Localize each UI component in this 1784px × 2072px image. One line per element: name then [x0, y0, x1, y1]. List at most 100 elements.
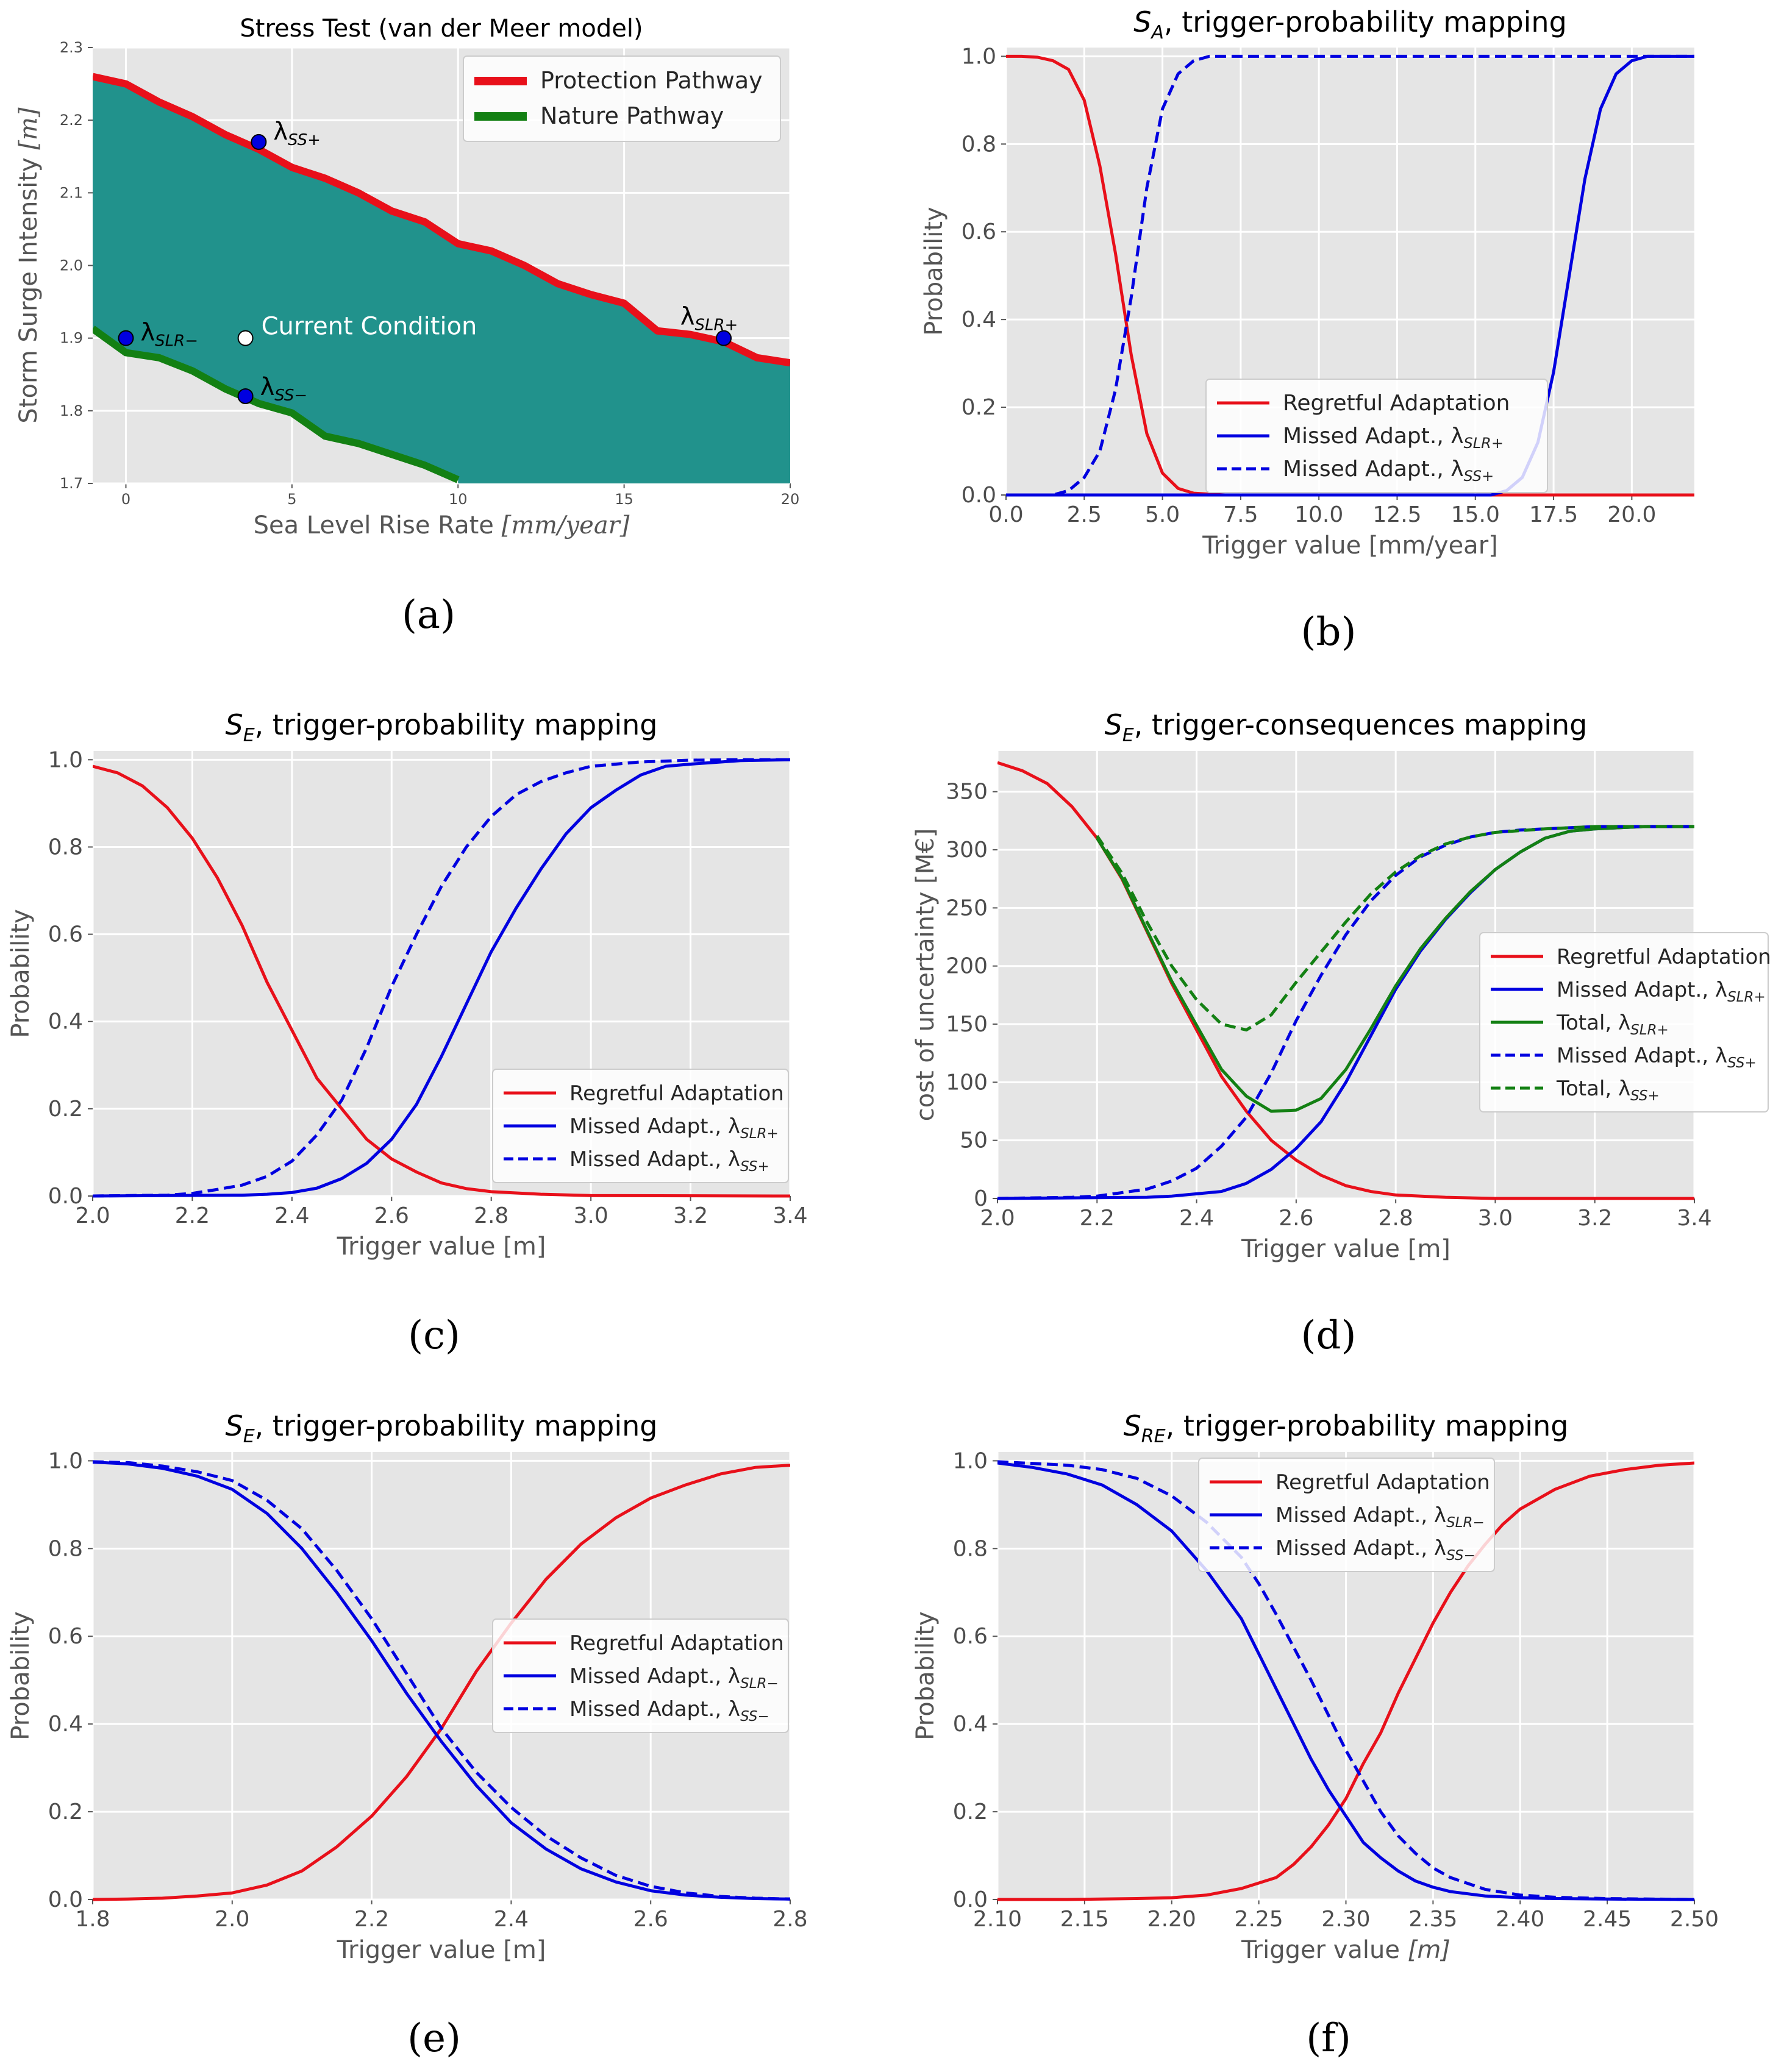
- subscript: RE: [1141, 1426, 1166, 1447]
- x-tick-label: 2.25: [1235, 1907, 1283, 1932]
- text-span: S: [226, 1409, 243, 1442]
- y-tick-label: 0.8: [48, 1536, 83, 1561]
- y-tick-label: 0: [974, 1186, 988, 1211]
- x-tick-label: 2.10: [973, 1907, 1022, 1932]
- text-span: Missed Adapt., λ: [1276, 1536, 1446, 1561]
- marker-lambda-SLR−: [118, 330, 134, 346]
- y-tick-label: 200: [946, 954, 988, 979]
- y-tick-label: 2.2: [60, 112, 83, 129]
- text-span: Missed Adapt., λ: [1283, 424, 1464, 449]
- subscript: SLR−: [155, 332, 198, 351]
- text-span: Protection Pathway: [540, 67, 763, 94]
- subscript: SS+: [740, 1159, 769, 1175]
- text-span: Nature Pathway: [540, 102, 724, 129]
- legend-label: Total, λSLR+: [1556, 1011, 1669, 1038]
- text-span: [m]: [15, 107, 43, 150]
- caption-b: (b): [1301, 610, 1357, 655]
- subscript: SS+: [1630, 1088, 1660, 1104]
- x-tick-label: 20.0: [1607, 502, 1656, 527]
- x-tick-label: 3.2: [1577, 1206, 1612, 1231]
- subscript: SLR+: [740, 1126, 779, 1142]
- chart-title: SE, trigger-probability mapping: [226, 708, 658, 746]
- current-condition-label: Current Condition: [262, 313, 477, 341]
- y-tick-label: 1.7: [60, 475, 83, 492]
- series-line-2: [93, 758, 790, 1198]
- x-tick-label: 2.8: [1379, 1206, 1413, 1231]
- series-line-0: [997, 761, 1694, 1200]
- y-tick-label: 350: [946, 780, 988, 805]
- text-span: S: [1133, 5, 1151, 38]
- nature-pathway-line: [93, 326, 460, 483]
- marker-label: λSS−: [260, 373, 308, 405]
- marker-lambda-SLR+: [716, 330, 732, 346]
- x-axis-label: Sea Level Rise Rate [mm/year]: [254, 511, 630, 539]
- y-tick-label: 0.6: [962, 219, 996, 244]
- subscript: SS−: [274, 386, 307, 405]
- text-span: Regretful Adaptation: [1557, 945, 1771, 969]
- subscript: SS−: [1446, 1548, 1475, 1564]
- legend-label: Missed Adapt., λSS+: [1283, 457, 1494, 485]
- y-tick-label: 0.8: [48, 835, 83, 860]
- x-tick-label: 3.0: [1478, 1206, 1513, 1231]
- text-span: Missed Adapt., λ: [569, 1664, 740, 1689]
- x-tick-label: 20: [781, 491, 800, 508]
- x-axis-label: Trigger value [m]: [1241, 1936, 1450, 1964]
- legend-label: Nature Pathway: [540, 102, 724, 129]
- y-tick-label: 0.4: [48, 1712, 83, 1737]
- text-span: Regretful Adaptation: [1276, 1470, 1490, 1495]
- series-line-0: [997, 1461, 1694, 1901]
- x-tick-label: 7.5: [1223, 502, 1258, 527]
- text-span: Storm Surge Intensity: [15, 150, 43, 424]
- legend-box: [1205, 379, 1548, 493]
- legend-label: Missed Adapt., λSLR+: [1283, 424, 1504, 452]
- panel-d: 2.0 2.2 2.4 2.6 2.8 3.0 3.2 3.4 0 50 100 150 200 250 3…: [912, 708, 1771, 1263]
- legend-label: Missed Adapt., λSLR+: [569, 1114, 779, 1142]
- x-tick-label: 10: [449, 491, 468, 508]
- chart-title: Stress Test (van der Meer model): [240, 15, 643, 43]
- x-tick-label: 2.8: [474, 1203, 508, 1228]
- x-tick-label: 15.0: [1451, 502, 1500, 527]
- subscript: A: [1150, 22, 1164, 43]
- panel-e: 1.8 2.0 2.2 2.4 2.6 2.8 0.0 0.2 0.4 0.6 0.8 1.0 SE, …: [7, 1409, 808, 1964]
- feasible-region: [93, 76, 790, 483]
- subscript: E: [243, 725, 255, 746]
- x-tick-label: 2.4: [494, 1907, 529, 1932]
- subscript: SLR+: [1630, 1022, 1669, 1038]
- legend-box: [492, 1069, 789, 1183]
- text-span: λ: [273, 118, 288, 146]
- text-span: λ: [680, 303, 695, 331]
- legend-label: Regretful Adaptation: [1557, 945, 1771, 969]
- x-tick-label: 0.0: [988, 502, 1023, 527]
- chart-title: SRE, trigger-probability mapping: [1124, 1409, 1569, 1447]
- x-tick-label: 2.0: [75, 1203, 110, 1228]
- y-tick-label: 150: [946, 1012, 988, 1037]
- x-tick-label: 2.35: [1408, 1907, 1457, 1932]
- marker-lambda-SS−: [237, 388, 254, 404]
- legend-label: Total, λSS+: [1556, 1077, 1660, 1104]
- y-tick-label: 0.0: [48, 1184, 83, 1209]
- text-span: Missed Adapt., λ: [569, 1114, 740, 1139]
- protection-pathway-line: [93, 73, 790, 367]
- text-span: , trigger-probability mapping: [1164, 5, 1567, 38]
- x-axis-label: Trigger value [m]: [337, 1233, 546, 1261]
- y-tick-label: 2.0: [60, 257, 83, 274]
- x-tick-label: 2.15: [1060, 1907, 1109, 1932]
- y-tick-label: 100: [946, 1070, 988, 1095]
- y-axis-label: Probability: [7, 1611, 35, 1740]
- legend-label: Regretful Adaptation: [569, 1081, 784, 1106]
- subscript: SLR+: [1464, 435, 1504, 452]
- legend-box: [1198, 1458, 1495, 1572]
- text-span: Missed Adapt., λ: [569, 1147, 740, 1172]
- chart-title: SE, trigger-consequences mapping: [1105, 708, 1588, 746]
- series-line-2: [997, 1460, 1694, 1901]
- x-tick-label: 2.6: [1279, 1206, 1313, 1231]
- series-line-1: [93, 758, 790, 1198]
- panel-b: 0.0 2.5 5.0 7.5 10.0 12.5 15.0 17.5 20.0 0.0 0.2 0.…: [920, 5, 1694, 560]
- x-tick-label: 2.4: [1179, 1206, 1214, 1231]
- subscript: SLR−: [1446, 1515, 1485, 1531]
- y-tick-label: 0.6: [953, 1624, 988, 1649]
- y-axis-label: Probability: [7, 909, 35, 1038]
- legend-label: Missed Adapt., λSS−: [1276, 1536, 1475, 1564]
- caption-c: (c): [408, 1313, 460, 1358]
- y-tick-label: 0.2: [48, 1097, 83, 1122]
